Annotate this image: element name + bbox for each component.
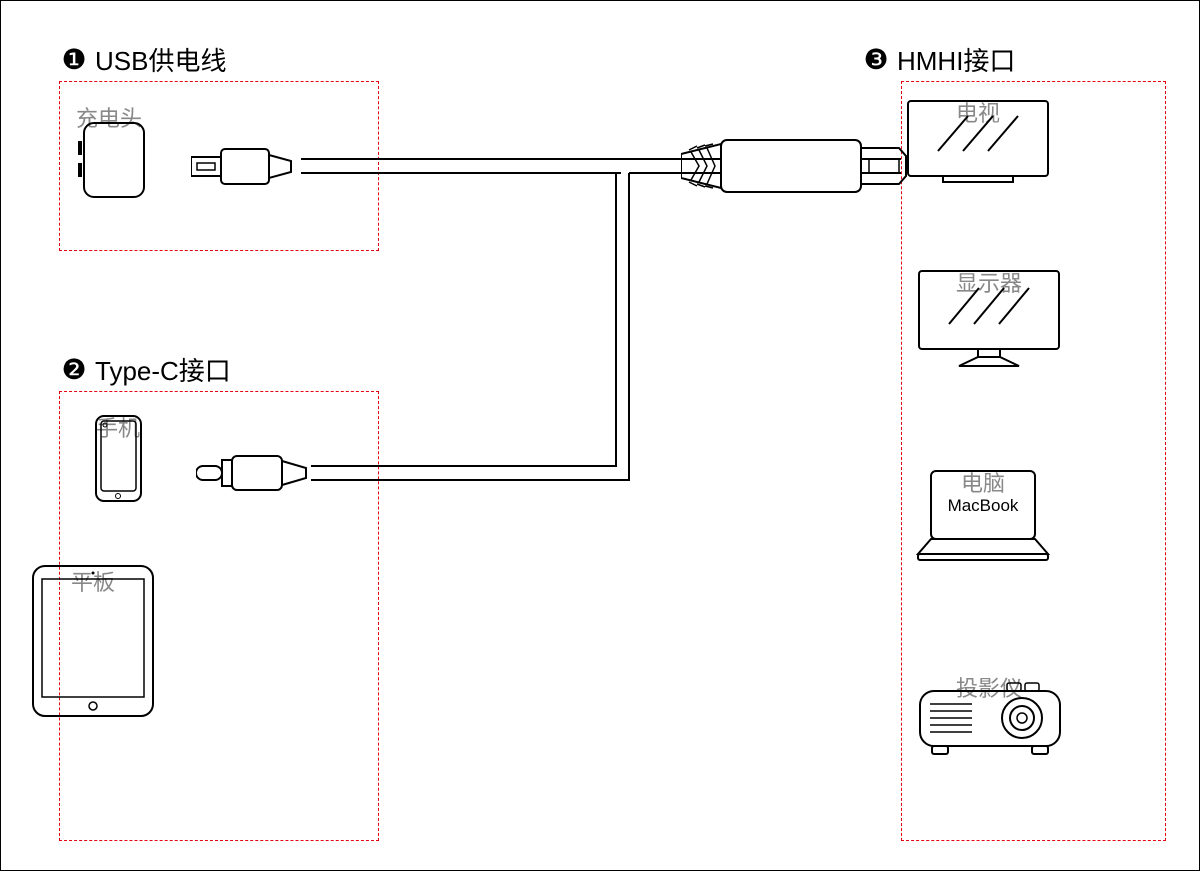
tv-icon: 电视 xyxy=(956,96,1000,128)
monitor-icon: 显示器 xyxy=(956,266,1022,298)
projector-icon: 投影仪 xyxy=(956,671,1022,703)
hdmi-plug-icon xyxy=(681,126,911,206)
laptop-icon: MacBook 电脑 xyxy=(961,466,1005,498)
laptop-inner-text: MacBook xyxy=(948,496,1019,515)
